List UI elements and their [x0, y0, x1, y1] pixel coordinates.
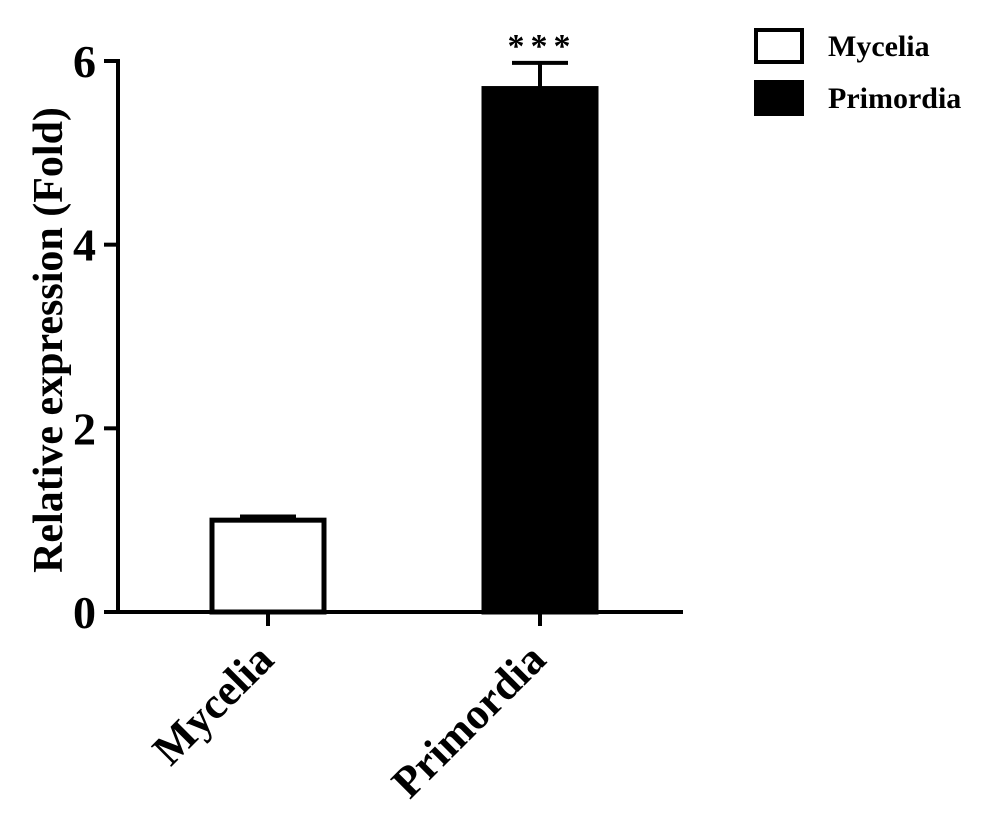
legend: Mycelia Primordia — [754, 28, 961, 116]
legend-swatch-mycelia — [754, 28, 804, 64]
legend-swatch-primordia — [754, 80, 804, 116]
y-tick-label: 0 — [73, 587, 96, 638]
x-category-labels: Mycelia Primordia — [143, 612, 555, 807]
legend-label-mycelia: Mycelia — [828, 30, 930, 63]
bar-primordia — [481, 86, 599, 615]
significance-marker: *** — [508, 28, 577, 65]
error-bars — [240, 60, 568, 521]
y-axis-label: Relative expression (Fold) — [26, 107, 72, 573]
y-tick-label: 6 — [73, 36, 96, 87]
significance-markers: *** — [508, 28, 577, 65]
y-tick-label: 2 — [73, 403, 96, 454]
bars — [209, 86, 599, 615]
x-tick-label-primordia: Primordia — [382, 634, 555, 807]
x-tick-label-mycelia: Mycelia — [143, 634, 283, 774]
y-ticks: 0 2 4 6 — [73, 36, 118, 638]
legend-label-primordia: Primordia — [828, 82, 961, 115]
bar-mycelia — [209, 517, 327, 615]
y-tick-label: 4 — [73, 220, 96, 271]
